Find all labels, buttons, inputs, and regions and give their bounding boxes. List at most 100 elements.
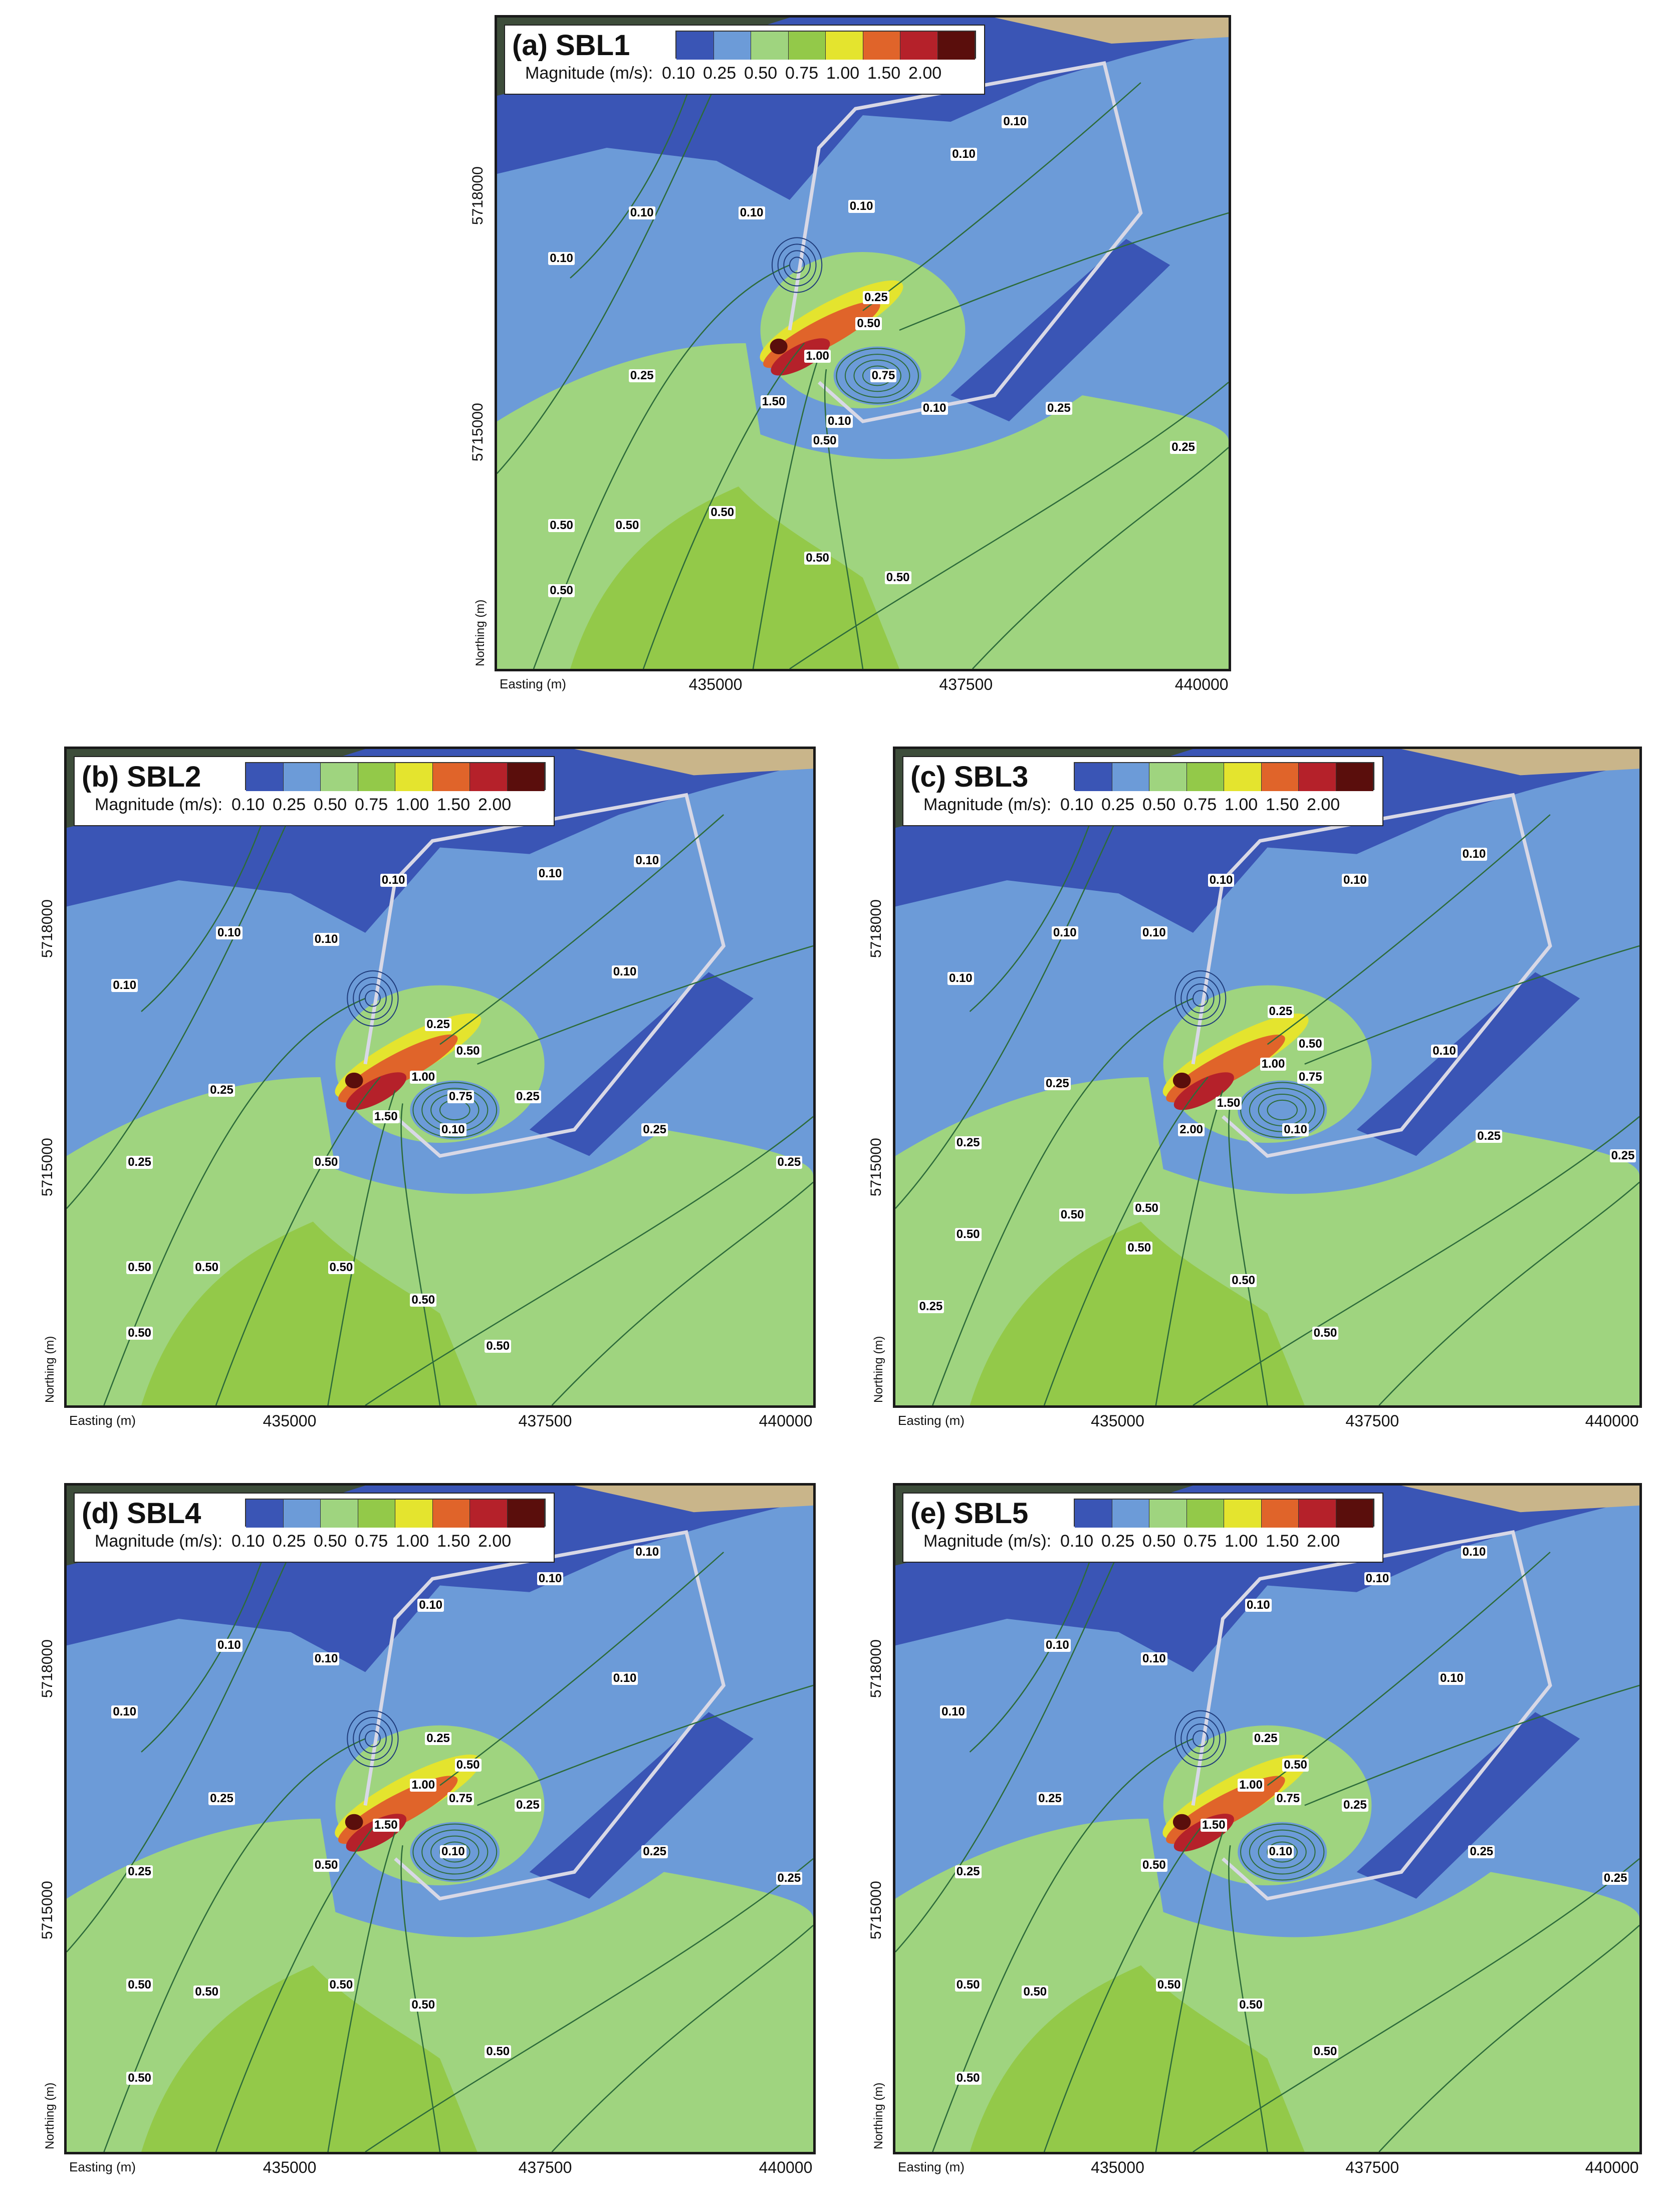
contour-label: 0.75 bbox=[447, 1090, 474, 1104]
streamline bbox=[1304, 945, 1639, 1065]
colorbar-swatch bbox=[900, 32, 938, 60]
y-tick: 5718000 bbox=[868, 899, 884, 958]
map-frame: 0.10 0.10 0.10 0.10 0.10 0.10 0.25 0.50 1.00 0.75… bbox=[893, 747, 1642, 1408]
x-tick: 437500 bbox=[1345, 2158, 1399, 2176]
legend-box: (e) SBL5 Magnitude (m/s): 0.10 0.25 0.50 0.75… bbox=[902, 1493, 1383, 1563]
zone-medium-high bbox=[970, 1221, 1305, 1405]
x-tick: 440000 bbox=[759, 1412, 813, 1430]
streamline bbox=[1304, 1684, 1639, 1806]
streamline bbox=[899, 212, 1229, 331]
colorbar-swatch bbox=[432, 763, 470, 791]
x-tick: 435000 bbox=[688, 675, 743, 693]
colorbar-ticks: Magnitude (m/s): 0.10 0.25 0.50 0.75 1.00 1.50… bbox=[95, 1532, 515, 1551]
colorbar-swatch bbox=[937, 32, 975, 60]
contour-label: 0.50 bbox=[485, 2045, 512, 2059]
colorbar bbox=[245, 1499, 546, 1528]
colorbar-tick: 0.50 bbox=[1142, 1532, 1176, 1551]
contour-label: 0.50 bbox=[126, 1979, 153, 1992]
x-tick: 437500 bbox=[939, 675, 993, 693]
breakwater-outline bbox=[788, 61, 1143, 423]
beach bbox=[1401, 1486, 1639, 1513]
colorbar-tick: 2.00 bbox=[1307, 795, 1340, 814]
colorbar-swatch bbox=[751, 32, 789, 60]
contour-label: 1.00 bbox=[1238, 1779, 1264, 1792]
colorbar-tick: 2.00 bbox=[478, 1532, 512, 1551]
contour-label: 0.10 bbox=[848, 200, 875, 213]
contour-label: 0.50 bbox=[193, 1261, 220, 1274]
contour-label: 0.10 bbox=[1342, 873, 1368, 887]
contour-label: 1.50 bbox=[372, 1110, 399, 1123]
contour-label: 0.50 bbox=[1126, 1241, 1153, 1255]
eddy-streamline bbox=[359, 1724, 387, 1754]
streamline bbox=[1155, 1832, 1224, 2152]
colorbar-tick: 0.50 bbox=[314, 1532, 347, 1551]
contour-label: 1.50 bbox=[1215, 1097, 1242, 1110]
contour-label: 0.50 bbox=[1282, 1759, 1309, 1772]
zone-medium-high bbox=[970, 1965, 1305, 2152]
colorbar-tick: 1.00 bbox=[396, 795, 429, 814]
x-axis-label: Easting (m) bbox=[898, 1413, 965, 1428]
contour-label: 0.50 bbox=[485, 1340, 512, 1353]
contour-label: 0.10 bbox=[548, 252, 575, 265]
plume-core bbox=[770, 338, 788, 355]
colorbar-swatch bbox=[1336, 1500, 1373, 1528]
legend-label: Magnitude (m/s): bbox=[95, 1532, 223, 1551]
map-panel: 0.10 0.10 0.10 0.10 0.10 0.10 0.10 0.25 0.50 1.00… bbox=[34, 747, 816, 1438]
contour-label: 0.10 bbox=[1267, 1845, 1294, 1859]
eddy-streamline bbox=[1193, 1730, 1209, 1748]
streamline bbox=[365, 1116, 813, 1405]
y-tick: 5715000 bbox=[868, 1881, 884, 1940]
streamline bbox=[932, 1738, 1194, 2152]
colorbar-swatch bbox=[358, 763, 395, 791]
eddy-streamline bbox=[365, 1730, 381, 1748]
plume-core bbox=[345, 1814, 363, 1830]
map-frame: 0.10 0.10 0.10 0.10 0.10 0.10 0.25 0.50 1.00 0.75… bbox=[495, 15, 1231, 671]
eddy-streamline bbox=[1186, 983, 1215, 1014]
contour-label: 0.10 bbox=[313, 932, 340, 946]
colorbar-tick: 0.50 bbox=[744, 64, 778, 83]
panel-title: (d) SBL4 bbox=[82, 1497, 201, 1530]
panel-title: (b) SBL2 bbox=[82, 761, 201, 793]
streamline bbox=[1193, 1116, 1639, 1405]
eddy-streamline bbox=[412, 1823, 498, 1881]
x-tick: 437500 bbox=[1345, 1412, 1399, 1430]
legend-box: (d) SBL4 Magnitude (m/s): 0.10 0.25 0.50 0.75… bbox=[74, 1493, 555, 1563]
zone-very-low-sheltered bbox=[529, 972, 754, 1156]
contour-label: 1.00 bbox=[410, 1779, 437, 1792]
contour-label: 0.25 bbox=[126, 1865, 153, 1879]
contour-label: 0.10 bbox=[611, 965, 638, 979]
x-tick: 435000 bbox=[263, 2158, 317, 2176]
eddy-streamline bbox=[353, 976, 393, 1020]
colorbar-swatch bbox=[676, 32, 714, 60]
colorbar bbox=[1074, 762, 1374, 791]
velocity-contour-map bbox=[895, 1486, 1639, 2152]
streamline bbox=[1043, 1818, 1209, 2152]
streamline bbox=[932, 998, 1194, 1405]
colorbar-tick: 0.10 bbox=[662, 64, 695, 83]
eddy-streamline bbox=[783, 250, 811, 280]
y-tick: 5718000 bbox=[39, 899, 56, 958]
contour-label: 0.25 bbox=[1252, 1732, 1279, 1746]
streamline bbox=[67, 814, 292, 1209]
contour-label: 1.00 bbox=[410, 1070, 437, 1084]
contour-label: 0.25 bbox=[955, 1865, 982, 1879]
contour-label: 0.50 bbox=[548, 519, 575, 532]
colorbar-swatch bbox=[826, 32, 863, 60]
y-tick: 5715000 bbox=[868, 1137, 884, 1196]
streamline bbox=[862, 82, 1141, 312]
eddy-streamline bbox=[1174, 970, 1227, 1027]
contour-label: 0.10 bbox=[537, 867, 564, 880]
breakwater-outline bbox=[363, 1530, 726, 1901]
x-tick: 435000 bbox=[1091, 2158, 1144, 2176]
colorbar-tick: 0.50 bbox=[1142, 795, 1176, 814]
colorbar-swatch bbox=[1075, 763, 1112, 791]
map-panel: 0.10 0.10 0.10 0.10 0.10 0.10 0.10 0.25 0.50 1.00… bbox=[34, 1483, 816, 2184]
eddy-streamline bbox=[347, 1710, 399, 1768]
contour-label: 0.25 bbox=[641, 1845, 668, 1859]
x-tick: 440000 bbox=[1174, 675, 1229, 693]
colorbar-swatch bbox=[1261, 763, 1299, 791]
contour-label: 0.25 bbox=[1044, 1077, 1071, 1090]
contour-label: 0.10 bbox=[1282, 1123, 1309, 1136]
streamline bbox=[1267, 1552, 1551, 1786]
streamline bbox=[103, 998, 366, 1405]
